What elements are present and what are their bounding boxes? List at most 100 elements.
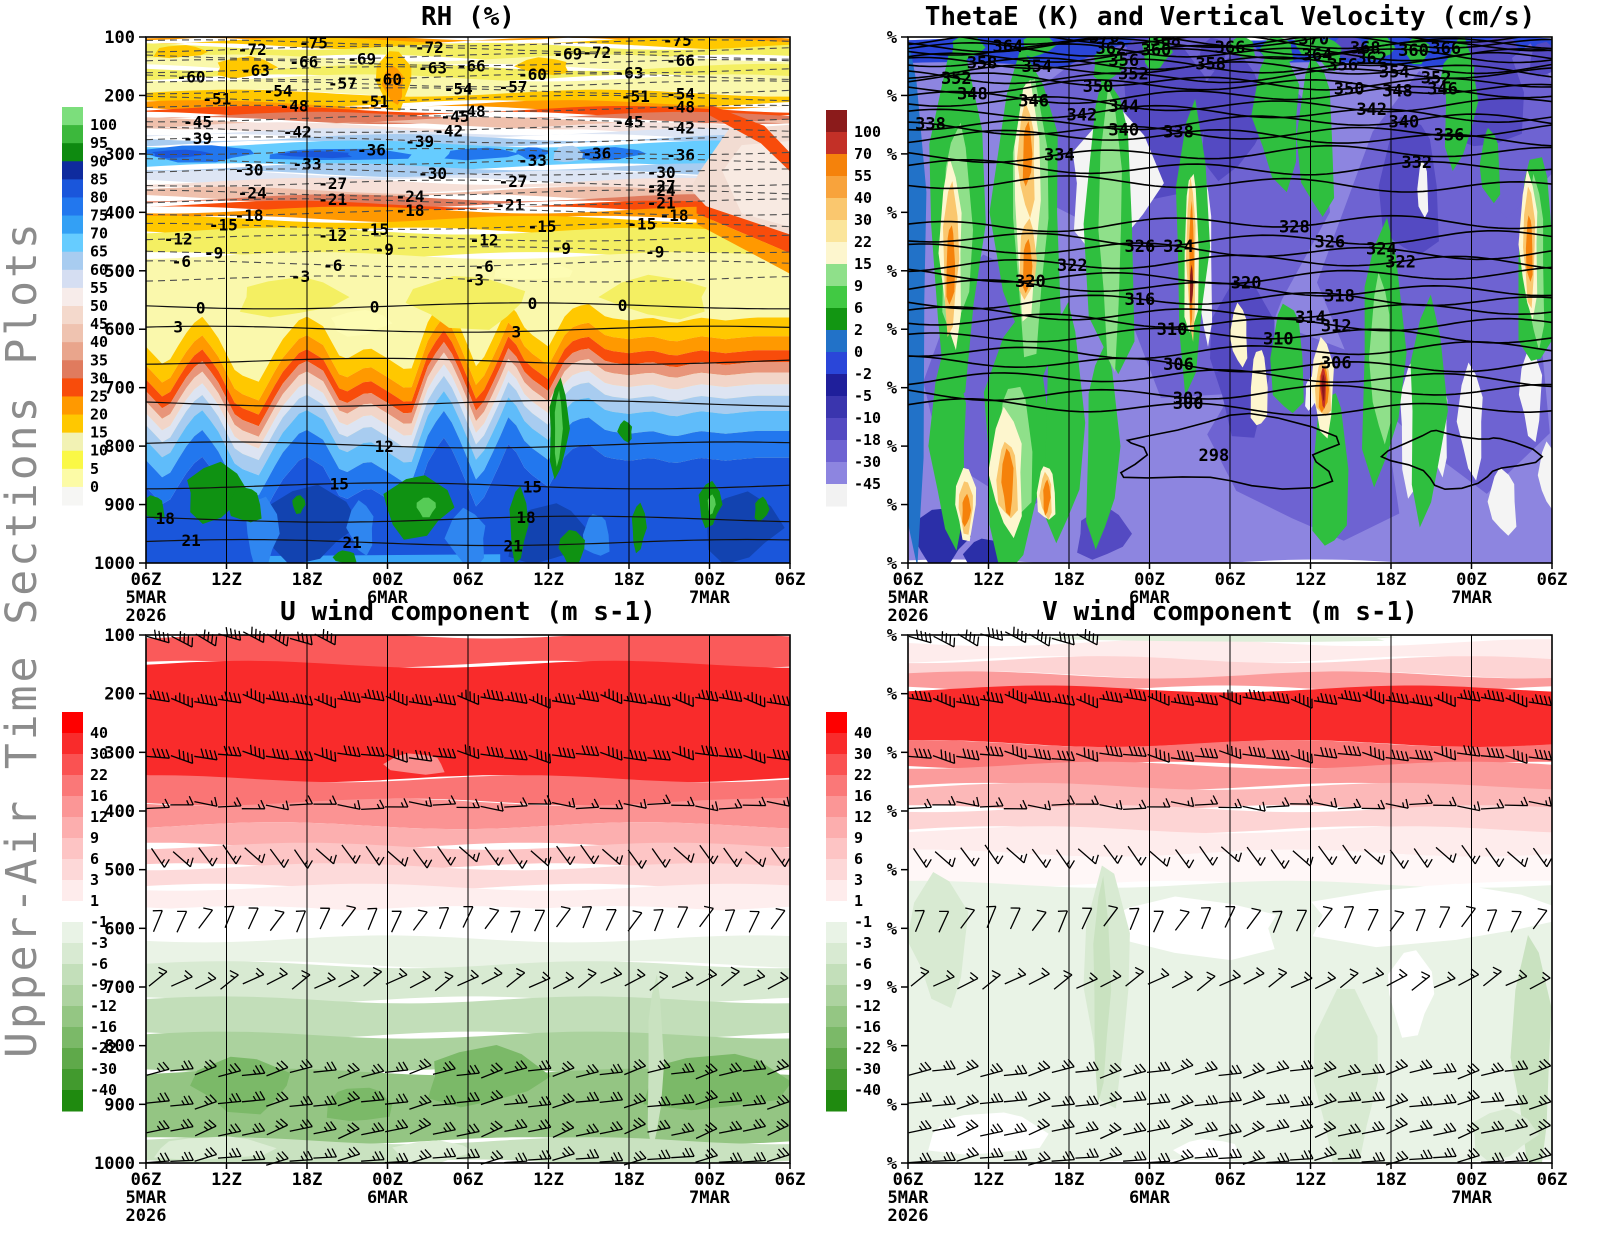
contour-label: -54	[264, 82, 293, 101]
colorbar-tick-label: 40	[90, 724, 108, 742]
thetae-y-tick-label: %	[887, 554, 898, 574]
x-tick-label: 00Z	[1134, 570, 1165, 590]
colorbar-tick-label: 100	[854, 123, 881, 141]
rh-y-tick-label: 400	[104, 203, 135, 223]
colorbar-tick-label: 9	[854, 829, 863, 847]
colorbar-tick-label: 12	[90, 808, 108, 826]
contour-label: -18	[235, 206, 264, 225]
x-date-label: 5MAR	[126, 588, 168, 608]
rh-y-tick-label: 700	[104, 379, 135, 399]
v-y-tick-label: %	[887, 1037, 898, 1057]
x-date-label: 7MAR	[689, 588, 731, 608]
thetae-y-tick-label: %	[887, 320, 898, 340]
contour-label: -36	[582, 144, 611, 163]
v-y-tick-label: %	[887, 685, 898, 705]
contour-label: 316	[1124, 290, 1155, 310]
contour-label: -39	[405, 132, 434, 151]
contour-label: -45	[183, 113, 212, 132]
contour-label: -18	[396, 201, 425, 220]
colorbar-tick-label: 6	[854, 850, 863, 868]
contour-label: 322	[1385, 252, 1416, 272]
x-tick-label: 06Z	[131, 570, 162, 590]
x-tick-label: 00Z	[1456, 570, 1487, 590]
contour-label: -75	[663, 31, 692, 50]
colorbar-tick-label: 10	[90, 442, 108, 460]
contour-label: -30	[647, 163, 676, 182]
thetae-y-tick-label: %	[887, 496, 898, 516]
x-tick-label: 06Z	[893, 570, 924, 590]
colorbar-tick-label: 30	[90, 369, 108, 387]
thetae-y-tick-label: %	[887, 262, 898, 282]
u-y-tick-label: 1000	[94, 1154, 135, 1174]
v-y-tick-label: %	[887, 743, 898, 763]
colorbar-tick-label: -9	[90, 976, 108, 994]
x-tick-label: 06Z	[1537, 570, 1568, 590]
contour-label: -66	[666, 51, 695, 70]
colorbar-tick-label: -5	[854, 387, 872, 405]
contour-label: 336	[1434, 125, 1465, 145]
colorbar-tick-label: 80	[90, 188, 108, 206]
contour-label: -12	[470, 230, 499, 249]
contour-label: 21	[342, 533, 361, 552]
colorbar-tick-label: 70	[90, 225, 108, 243]
x-tick-label: 06Z	[775, 1170, 806, 1190]
colorbar-tick-label: -2	[854, 365, 872, 383]
colorbar-tick-label: -30	[854, 453, 881, 471]
contour-label: -24	[238, 184, 267, 203]
contour-label: -69	[347, 50, 376, 69]
u-y-tick-label: 700	[104, 978, 135, 998]
contour-label: -63	[241, 61, 270, 80]
x-date-label: 7MAR	[1451, 588, 1493, 608]
contour-label: -72	[238, 40, 267, 59]
contour-label: -15	[209, 215, 238, 234]
colorbar-tick-label: 40	[854, 189, 872, 207]
thetae-y-tick-label: %	[887, 28, 898, 48]
colorbar-tick-label: 6	[854, 299, 863, 317]
x-tick-label: 18Z	[292, 1170, 323, 1190]
colorbar-tick-label: -9	[854, 976, 872, 994]
panel-v: %%%%%%%%%%06Z 12Z 18Z 00Z 06Z 12Z 18Z 00Z 06Z5MA…	[826, 626, 1567, 1226]
contour-label: -3	[291, 267, 310, 286]
thetae-grid-lines	[988, 37, 1472, 563]
colorbar-tick-label: 12	[854, 808, 872, 826]
contour-label: 322	[1057, 256, 1088, 276]
colorbar-tick-label: 15	[854, 255, 872, 273]
colorbar-tick-label: 100	[90, 116, 117, 134]
contour-label: -36	[666, 146, 695, 165]
v-colorbar: 40 30 22 16 12 9 6 3 1 -1 -3 -6 -9 -12 -16 -22 -30 -40	[826, 712, 881, 1112]
colorbar-tick-label: -16	[854, 1018, 881, 1036]
contour-label: -51	[202, 90, 231, 109]
contour-label: -72	[415, 38, 444, 57]
colorbar-tick-label: 65	[90, 243, 108, 261]
contour-label: -66	[289, 52, 318, 71]
u-y-tick-label: 500	[104, 861, 135, 881]
x-tick-label: 12Z	[211, 570, 242, 590]
contour-label: 326	[1124, 237, 1155, 257]
x-tick-label: 18Z	[292, 570, 323, 590]
colorbar-tick-label: 16	[854, 787, 872, 805]
colorbar-tick-label: 95	[90, 134, 108, 152]
colorbar-tick-label: -45	[854, 475, 881, 493]
u-y-tick-label: 600	[104, 919, 135, 939]
x-tick-label: 12Z	[1295, 570, 1326, 590]
x-tick-label: 06Z	[775, 570, 806, 590]
contour-label: 354	[1021, 57, 1052, 77]
contour-label: 324	[1366, 239, 1397, 259]
x-tick-label: 06Z	[131, 1170, 162, 1190]
thetae-y-tick-label: %	[887, 145, 898, 165]
contour-label: -27	[647, 177, 676, 196]
x-tick-label: 18Z	[1376, 570, 1407, 590]
contour-label: -75	[299, 33, 328, 52]
x-tick-label: 12Z	[533, 1170, 564, 1190]
contour-label: 360	[1141, 41, 1172, 61]
contour-label: 332	[1401, 153, 1432, 173]
contour-label: -21	[318, 190, 347, 209]
contour-label: -24	[647, 181, 676, 200]
contour-label: -12	[164, 230, 193, 249]
colorbar-tick-label: 0	[90, 478, 99, 496]
x-tick-label: 00Z	[1456, 1170, 1487, 1190]
colorbar-tick-label: -40	[854, 1081, 881, 1099]
